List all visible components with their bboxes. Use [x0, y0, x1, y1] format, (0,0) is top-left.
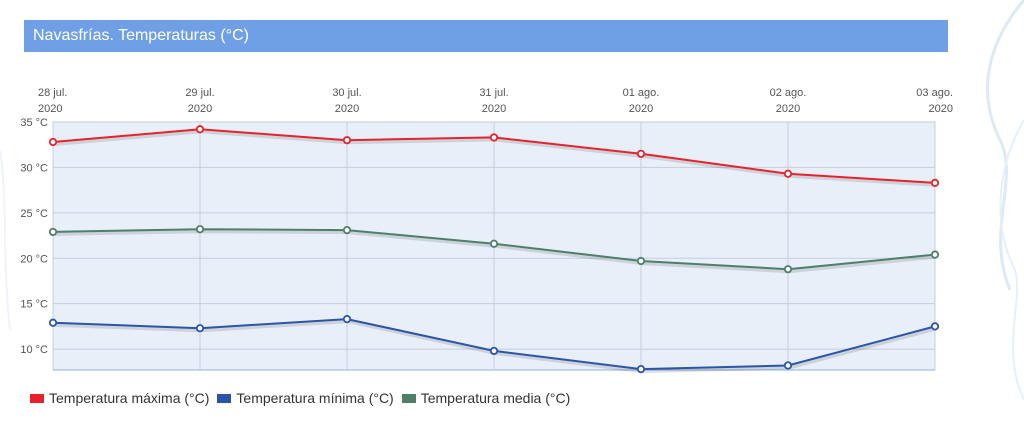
chart-legend: Temperatura máxima (°C) Temperatura míni… [30, 390, 570, 406]
x-tick-label-date: 01 ago. [623, 87, 660, 99]
legend-swatch-maxima [30, 393, 44, 403]
legend-swatch-minima [217, 393, 232, 403]
data-point-media[interactable] [783, 265, 793, 274]
data-point-maxima[interactable] [930, 178, 940, 187]
data-point-minima[interactable] [489, 346, 499, 356]
y-tick-label: 25 °C [20, 208, 48, 220]
data-point-minima[interactable] [342, 315, 352, 324]
data-point-minima[interactable] [930, 322, 940, 331]
data-point-minima[interactable] [783, 361, 793, 370]
chart-title-bar: Navasfrías. Temperaturas (°C) [24, 20, 948, 52]
chart-title: Navasfrías. Temperaturas (°C) [33, 27, 249, 44]
x-tick-label-date: 30 jul. [332, 87, 361, 99]
data-point-media[interactable] [636, 256, 646, 266]
x-tick-label-year: 2020 [38, 103, 62, 115]
x-tick-label-year: 2020 [929, 103, 953, 115]
x-tick-label-year: 2020 [335, 103, 359, 115]
series-lines [48, 125, 940, 374]
x-tick-label-year: 2020 [629, 103, 653, 115]
y-tick-label: 20 °C [20, 253, 48, 265]
data-point-media[interactable] [48, 227, 58, 237]
data-point-maxima[interactable] [783, 169, 793, 178]
data-point-maxima[interactable] [342, 136, 352, 145]
data-point-minima[interactable] [48, 318, 58, 327]
x-tick-label-date: 02 ago. [770, 87, 807, 99]
x-tick-label-date: 29 jul. [185, 87, 214, 99]
data-point-maxima[interactable] [195, 125, 205, 134]
x-tick-label-date: 31 jul. [479, 87, 508, 99]
legend-label-minima: Temperatura mínima (°C) [236, 390, 394, 406]
data-point-media[interactable] [930, 250, 940, 259]
y-tick-label: 30 °C [20, 162, 48, 174]
legend-item-minima[interactable]: Temperatura mínima (°C) [217, 390, 394, 406]
data-point-maxima[interactable] [489, 133, 499, 142]
legend-item-media[interactable]: Temperatura media (°C) [401, 390, 571, 406]
x-tick-label-year: 2020 [482, 103, 506, 115]
legend-label-maxima: Temperatura máxima (°C) [49, 390, 210, 406]
x-tick-label-year: 2020 [776, 103, 800, 115]
x-axis-ticks: 28 jul. 2020 29 jul. 2020 30 jul. 2020 31 jul.… [38, 87, 953, 115]
y-tick-label: 15 °C [20, 299, 48, 311]
x-tick-label-year: 2020 [188, 103, 212, 115]
data-point-minima[interactable] [636, 364, 646, 374]
data-point-minima[interactable] [195, 324, 205, 333]
legend-item-maxima[interactable]: Temperatura máxima (°C) [30, 390, 209, 406]
data-point-maxima[interactable] [636, 149, 646, 158]
x-tick-label-date: 03 ago. [916, 87, 953, 99]
data-point-media[interactable] [195, 225, 205, 234]
data-point-maxima[interactable] [48, 137, 58, 147]
x-tick-label-date: 28 jul. [38, 87, 67, 99]
data-point-media[interactable] [489, 239, 499, 248]
data-point-media[interactable] [342, 226, 352, 235]
y-axis-ticks: 35 °C 30 °C 25 °C 20 °C 15 °C 10 °C [20, 117, 48, 356]
y-tick-label: 35 °C [20, 117, 48, 129]
y-tick-label: 10 °C [20, 344, 48, 356]
legend-label-media: Temperatura media (°C) [420, 390, 571, 406]
legend-swatch-media [401, 393, 416, 403]
